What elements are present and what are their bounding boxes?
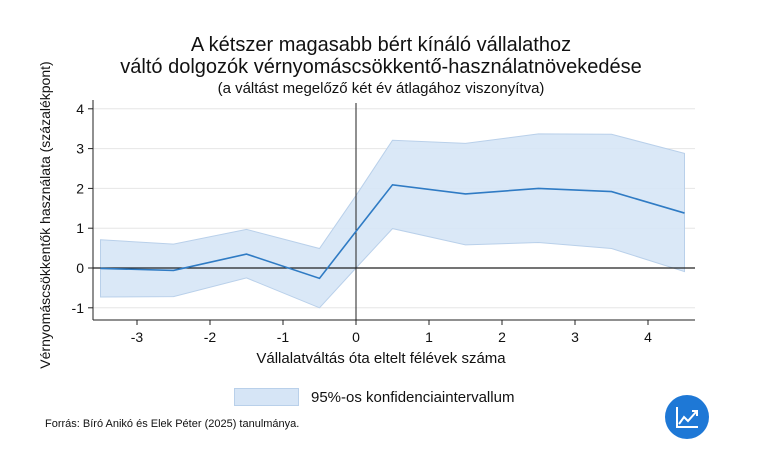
y-tick-label: 3 [76, 141, 84, 157]
y-axis-label: Vérnyomáscsökkentők használata (százalék… [37, 61, 53, 369]
x-tick-label: 4 [644, 329, 652, 345]
x-tick-label: -3 [131, 329, 144, 345]
legend: 95%-os konfidenciaintervallum [234, 388, 514, 406]
chart-subtitle: (a váltást megelőző két év átlagához vis… [217, 80, 545, 97]
source-note: Forrás: Bíró Anikó és Elek Péter (2025) … [45, 418, 300, 430]
estimate-line [100, 183, 685, 280]
confidence-band [100, 133, 685, 309]
y-tick-label: 0 [76, 260, 84, 276]
y-tick-label: 4 [76, 101, 84, 117]
x-tick-label: -1 [277, 329, 290, 345]
y-tick-label: -1 [72, 300, 85, 316]
chart-title: A kétszer magasabb bért kínáló vállalath… [190, 34, 572, 56]
chart-title-line2: váltó dolgozók vérnyomáscsökkentő-haszná… [120, 56, 642, 78]
x-tick-label: 1 [425, 329, 433, 345]
legend-swatch [234, 388, 299, 406]
x-tick-label: 3 [571, 329, 579, 345]
y-tick-label: 1 [76, 220, 84, 236]
legend-label: 95%-os konfidenciaintervallum [311, 388, 515, 406]
x-axis-label: Vállalatváltás óta eltelt félévek száma [256, 350, 506, 367]
y-tick-label: 2 [76, 180, 84, 196]
x-tick-label: -2 [204, 329, 217, 345]
trend-chart-icon[interactable] [665, 395, 709, 439]
x-tick-label: 0 [352, 329, 360, 345]
x-tick-label: 2 [498, 329, 506, 345]
